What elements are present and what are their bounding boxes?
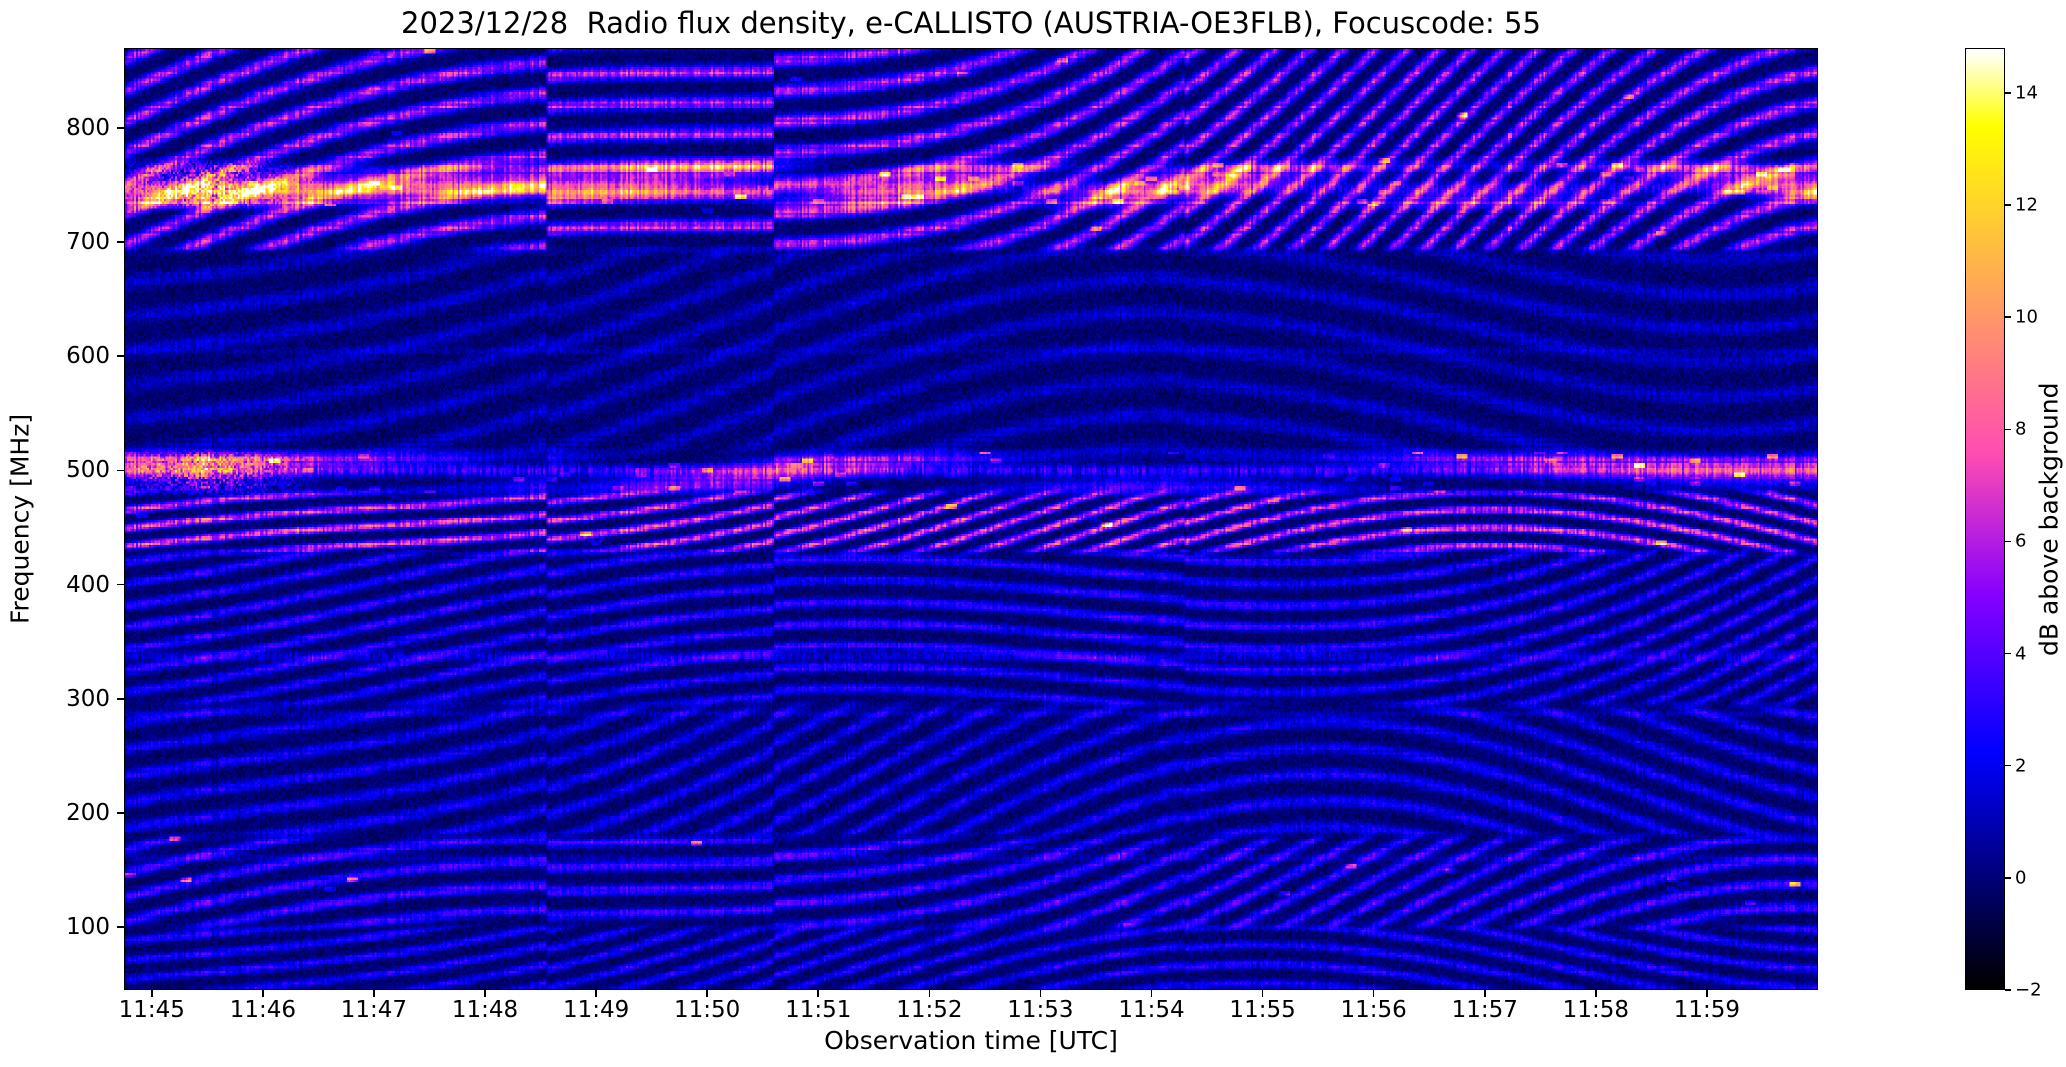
x-tick-mark [1150,990,1153,997]
x-tick-label: 11:46 [229,997,296,1023]
x-tick-mark [262,990,264,997]
colorbar-tick-mark [2005,765,2011,767]
colorbar-tick-label: 6 [2015,530,2027,552]
y-tick-label: 200 [66,800,110,827]
colorbar [1965,48,2005,990]
y-tick-mark [117,583,124,586]
x-tick-label: 11:54 [1118,997,1185,1023]
y-tick-mark [117,812,124,814]
x-tick-mark [1372,990,1375,997]
y-tick-label: 400 [66,571,110,598]
colorbar-label: dB above background [2034,382,2064,656]
spectrogram-canvas [125,49,1817,989]
y-axis-label: Frequency [MHz] [5,413,35,625]
x-tick-label: 11:56 [1340,997,1407,1023]
x-tick-mark [1595,990,1597,997]
x-tick-label: 11:51 [785,997,852,1023]
chart-title: 2023/12/28 Radio flux density, e-CALLIST… [401,6,1541,40]
x-tick-label: 11:52 [896,997,963,1023]
colorbar-tick-label: 8 [2015,418,2027,440]
x-tick-label: 11:55 [1229,997,1296,1023]
colorbar-tick-mark [2005,877,2011,879]
y-tick-mark [117,127,124,129]
colorbar-tick-label: 0 [2015,867,2027,889]
x-tick-mark [1483,990,1486,997]
x-tick-mark [484,990,486,997]
y-tick-mark [117,469,124,472]
colorbar-tick-mark [2005,204,2011,206]
y-tick-mark [117,926,124,928]
x-tick-mark [1261,990,1264,997]
x-tick-label: 11:45 [118,997,185,1023]
colorbar-tick-label: 4 [2015,643,2027,665]
y-tick-mark [117,355,124,358]
x-tick-label: 11:58 [1562,997,1629,1023]
colorbar-tick-mark [2005,428,2011,430]
x-tick-label: 11:53 [1007,997,1074,1023]
y-tick-label: 300 [66,685,110,712]
colorbar-tick-mark [2005,989,2011,991]
colorbar-tick-mark [2005,540,2011,543]
colorbar-tick-mark [2005,652,2011,655]
x-tick-label: 11:47 [340,997,408,1023]
x-axis-label: Observation time [UTC] [824,1026,1118,1055]
x-tick-mark [1039,990,1042,997]
colorbar-tick-label: 14 [2015,82,2038,104]
y-tick-mark [117,698,124,700]
y-tick-label: 700 [66,229,110,256]
colorbar-tick-label: 10 [2015,306,2038,328]
x-tick-mark [817,990,820,997]
y-tick-label: 100 [66,914,110,941]
spectrogram-plot [124,48,1818,990]
x-tick-mark [928,990,931,997]
x-tick-mark [595,990,597,997]
x-tick-label: 11:59 [1673,997,1741,1023]
y-tick-mark [117,241,124,243]
colorbar-canvas [1966,49,2004,989]
x-tick-mark [150,990,153,997]
y-tick-label: 800 [66,114,110,141]
x-tick-label: 11:49 [562,997,630,1023]
x-tick-mark [373,990,375,997]
colorbar-tick-mark [2005,316,2011,318]
x-tick-mark [706,990,708,997]
colorbar-tick-mark [2005,92,2011,94]
x-tick-mark [1706,990,1708,997]
colorbar-tick-label: −2 [2015,979,2042,1001]
x-tick-label: 11:48 [451,997,519,1023]
colorbar-tick-label: 12 [2015,194,2038,216]
colorbar-tick-label: 2 [2015,755,2027,777]
y-tick-label: 600 [66,343,110,370]
y-tick-label: 500 [66,457,110,484]
x-tick-label: 11:50 [674,997,741,1023]
x-tick-label: 11:57 [1451,997,1518,1023]
